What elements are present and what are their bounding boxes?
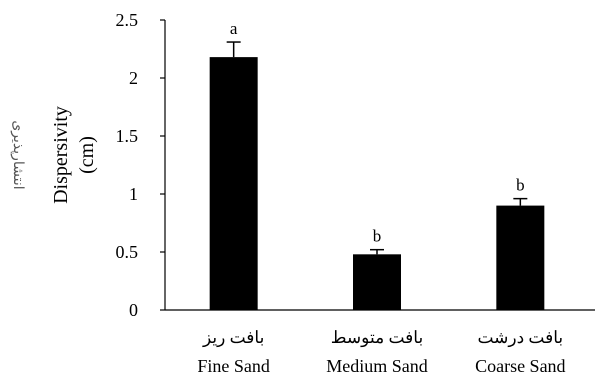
y-tick-label: 1 [129, 184, 138, 204]
significance-letter: b [516, 176, 525, 195]
category-label-group: بافت ریز Fine Sand بافت متوسط Medium Sand با… [197, 328, 565, 376]
plot-area: a b b [209, 19, 545, 311]
significance-letter: b [373, 227, 382, 246]
category-label-persian: بافت متوسط [331, 328, 423, 348]
category-label: Medium Sand [326, 356, 428, 376]
y-axis-label-persian: انتشارپذیری [10, 120, 25, 189]
significance-letter: a [230, 19, 238, 38]
category-label-persian: بافت ریز [202, 328, 264, 348]
y-axis-label: Dispersivity [50, 106, 72, 204]
bar-coarse-sand [496, 205, 545, 310]
y-tick-label: 0.5 [116, 242, 139, 262]
bar-medium-sand [353, 254, 401, 310]
bar-fine-sand [209, 57, 258, 311]
category-label: Fine Sand [197, 356, 270, 376]
y-axis-label-group: انتشارپذیری Dispersivity (cm) [10, 106, 98, 204]
y-axis-unit: (cm) [76, 136, 98, 174]
y-tick-label: 2.5 [116, 10, 139, 30]
y-tick-label: 2 [129, 68, 138, 88]
y-tick-group: 0 0.5 1 1.5 2 2.5 [116, 10, 165, 320]
y-tick-label: 0 [129, 300, 138, 320]
category-label: Coarse Sand [475, 356, 565, 376]
y-tick-label: 1.5 [116, 126, 139, 146]
category-label-persian: بافت درشت [477, 328, 563, 348]
